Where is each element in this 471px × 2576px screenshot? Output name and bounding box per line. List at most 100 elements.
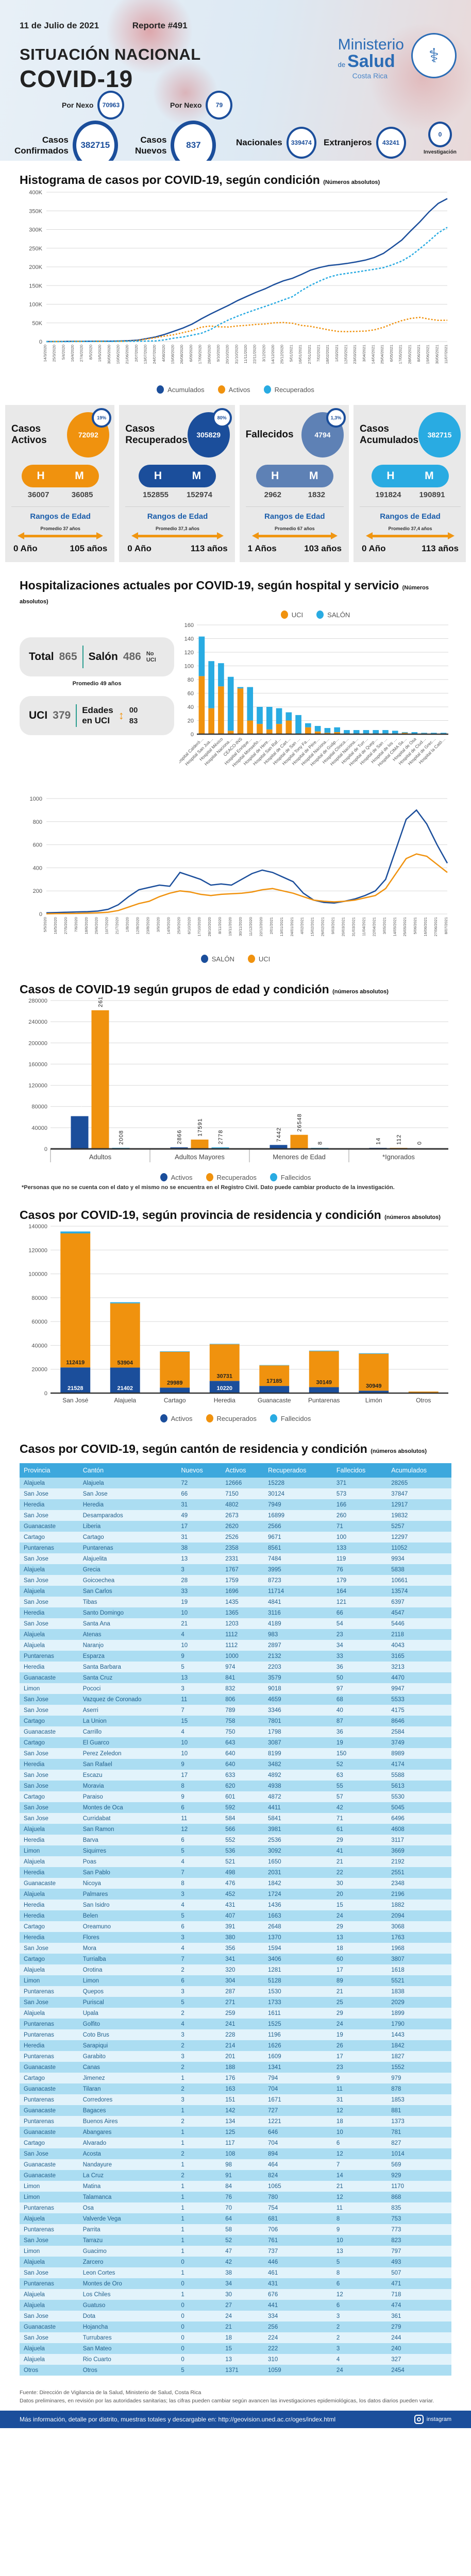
table-cell: Alajuela: [78, 1478, 177, 1488]
table-cell: 1: [177, 2267, 222, 2278]
svg-text:16/5/2020: 16/5/2020: [53, 917, 58, 934]
table-cell: 23: [332, 2062, 388, 2073]
table-cell: 2897: [264, 1640, 332, 1651]
table-cell: 61: [332, 1824, 388, 1835]
table-cell: La Cruz: [78, 2170, 177, 2181]
table-cell: 780: [264, 2192, 332, 2202]
table-cell: 25: [332, 1997, 388, 2008]
section-provincias: Casos por COVID-19, según provincia de r…: [0, 1196, 471, 1430]
table-cell: San Jose: [20, 2311, 79, 2321]
table-cell: 1968: [387, 1943, 451, 1954]
svg-text:30/11/2020: 30/11/2020: [238, 917, 243, 936]
table-cell: 1014: [387, 2148, 451, 2159]
table-row: Guanacaste Carrillo 4 750 1798 36 2584: [20, 1726, 451, 1737]
table-cell: 6: [177, 1921, 222, 1932]
table-cell: 12: [332, 2289, 388, 2300]
table-cell: 1112: [221, 1629, 264, 1640]
table-cell: 573: [332, 1488, 388, 1499]
table-row: Alajuela Upala 2 259 1611 29 1899: [20, 2008, 451, 2019]
table-cell: 71: [332, 1521, 388, 1532]
edades-legend: Activos Recuperados Fallecidos: [20, 1173, 451, 1181]
svg-text:22/11/2020: 22/11/2020: [253, 345, 257, 364]
table-cell: 4175: [387, 1705, 451, 1716]
table-cell: 806: [221, 1694, 264, 1705]
table-cell: Alajuela: [20, 2354, 79, 2365]
table-cell: 824: [264, 2170, 332, 2181]
table-cell: Heredia: [20, 1835, 79, 1845]
column-header: Fallecidos: [332, 1463, 388, 1478]
table-row: Heredia San Pablo 7 498 2031 22 2551: [20, 1867, 451, 1878]
table-cell: 789: [221, 1705, 264, 1716]
age-range-arrow-icon: [131, 532, 224, 539]
svg-text:800: 800: [33, 819, 42, 825]
table-cell: Heredia: [20, 1932, 79, 1943]
hm-values: 152855 152974: [142, 490, 213, 499]
histograma-legend: Acumulados Activos Recuperados: [20, 385, 451, 394]
table-cell: San Mateo: [78, 2343, 177, 2354]
table-cell: 878: [387, 2083, 451, 2094]
table-cell: Guanacaste: [20, 2105, 79, 2116]
table-cell: Sarapiqui: [78, 2040, 177, 2051]
table-cell: 13: [332, 2246, 388, 2257]
table-row: Puntarenas Corredores 3 151 1671 31 1853: [20, 2094, 451, 2105]
table-cell: 66: [332, 1607, 388, 1618]
table-cell: 0: [177, 2354, 222, 2365]
table-cell: 1371: [221, 2365, 264, 2376]
footer-link[interactable]: Más información, detalle por distrito, m…: [20, 2415, 335, 2423]
table-cell: 5: [177, 1910, 222, 1921]
table-cell: 2132: [264, 1651, 332, 1662]
table-cell: 3406: [264, 1954, 332, 1964]
table-cell: Alajuela: [20, 2257, 79, 2267]
svg-text:1000: 1000: [30, 796, 42, 802]
table-cell: 8: [332, 2213, 388, 2224]
table-cell: Cartago: [20, 1737, 79, 1748]
svg-text:9/10/2020: 9/10/2020: [216, 345, 221, 362]
svg-text:31/10/2020: 31/10/2020: [234, 345, 239, 364]
svg-text:60000: 60000: [31, 1319, 47, 1325]
extranjeros-value: 43241: [376, 127, 406, 159]
table-cell: Coto Brus: [78, 2029, 177, 2040]
table-row: Cartago Oreamuno 6 391 2648 29 3068: [20, 1921, 451, 1932]
table-cell: Otros: [78, 2365, 177, 2376]
table-cell: 7484: [264, 1553, 332, 1564]
svg-text:14/9/2020: 14/9/2020: [166, 917, 171, 934]
table-cell: 773: [387, 2224, 451, 2235]
table-cell: 19: [177, 1597, 222, 1607]
instagram-link[interactable]: instagram: [414, 2414, 451, 2424]
table-cell: 20: [332, 1889, 388, 1900]
svg-text:13/01/2021: 13/01/2021: [279, 917, 284, 937]
table-cell: Valverde Vega: [78, 2213, 177, 2224]
table-cell: 19: [332, 1737, 388, 1748]
svg-text:5/4/2020: 5/4/2020: [61, 345, 65, 360]
svg-text:0: 0: [44, 1391, 47, 1397]
uci-panel: UCI 379 Edades en UCI ↕ 00 83: [20, 696, 174, 735]
svg-text:22/04/2021: 22/04/2021: [372, 917, 376, 937]
table-cell: Guanacaste: [20, 1726, 79, 1737]
table-cell: Heredia: [20, 1867, 79, 1878]
table-cell: 1618: [387, 1964, 451, 1975]
svg-text:250K: 250K: [29, 246, 42, 252]
table-cell: 91: [221, 2170, 264, 2181]
canton-table: Provincia Cantón Nuevos Activos Recuperados F…: [20, 1463, 451, 2376]
svg-text:150K: 150K: [29, 283, 42, 289]
table-cell: 5533: [387, 1694, 451, 1705]
table-cell: 2029: [387, 1997, 451, 2008]
svg-text:53904: 53904: [117, 1360, 133, 1366]
table-row: Alajuela Orotina 2 320 1281 17 1618: [20, 1964, 451, 1975]
table-cell: 13: [221, 2354, 264, 2365]
age-range: 0 Año 105 años: [13, 544, 108, 553]
table-cell: 47: [221, 2246, 264, 2257]
promedio-label: Promedio 37,3 años: [155, 526, 199, 531]
table-cell: 57: [332, 1791, 388, 1802]
table-cell: 2584: [387, 1726, 451, 1737]
table-cell: 2203: [264, 1662, 332, 1672]
table-cell: 676: [264, 2289, 332, 2300]
table-row: Puntarenas Parrita 1 58 706 9 773: [20, 2224, 451, 2235]
svg-text:Adultos: Adultos: [89, 1153, 112, 1161]
table-cell: 71: [332, 1813, 388, 1824]
hm-values: 2962 1832: [264, 490, 325, 499]
table-row: Alajuela Valverde Vega 1 64 681 8 753: [20, 2213, 451, 2224]
table-cell: 391: [221, 1921, 264, 1932]
table-row: Limon Limon 6 304 5128 89 5521: [20, 1975, 451, 1986]
